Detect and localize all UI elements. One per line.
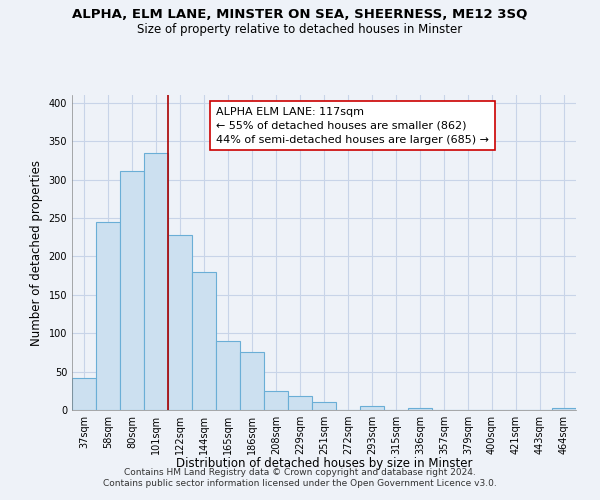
Bar <box>144 154 168 410</box>
Bar <box>312 402 336 410</box>
Bar <box>552 408 576 410</box>
Bar <box>264 391 288 410</box>
Bar <box>288 396 312 410</box>
Bar <box>72 378 96 410</box>
Bar <box>360 406 384 410</box>
Bar <box>96 222 120 410</box>
Bar <box>240 352 264 410</box>
Text: Contains HM Land Registry data © Crown copyright and database right 2024.
Contai: Contains HM Land Registry data © Crown c… <box>103 468 497 487</box>
Bar <box>216 341 240 410</box>
Text: Size of property relative to detached houses in Minster: Size of property relative to detached ho… <box>137 22 463 36</box>
Bar <box>192 272 216 410</box>
Bar <box>168 235 192 410</box>
Bar <box>408 408 432 410</box>
Text: Distribution of detached houses by size in Minster: Distribution of detached houses by size … <box>176 458 472 470</box>
Text: ALPHA ELM LANE: 117sqm
← 55% of detached houses are smaller (862)
44% of semi-de: ALPHA ELM LANE: 117sqm ← 55% of detached… <box>216 106 489 144</box>
Text: ALPHA, ELM LANE, MINSTER ON SEA, SHEERNESS, ME12 3SQ: ALPHA, ELM LANE, MINSTER ON SEA, SHEERNE… <box>73 8 527 20</box>
Bar <box>120 171 144 410</box>
Y-axis label: Number of detached properties: Number of detached properties <box>30 160 43 346</box>
